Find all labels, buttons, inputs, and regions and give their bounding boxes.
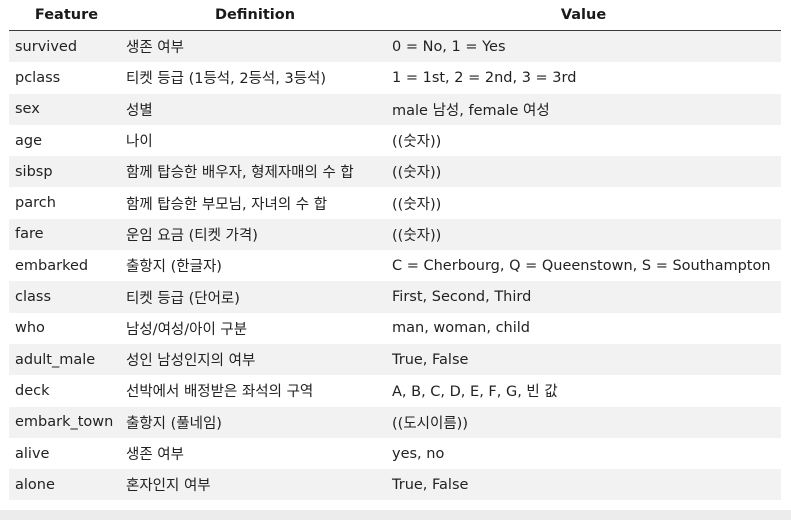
feature-cell: who [9, 312, 124, 344]
feature-cell: sibsp [9, 156, 124, 188]
definition-cell: 티켓 등급 (단어로) [124, 281, 386, 313]
value-cell: First, Second, Third [386, 281, 781, 313]
value-cell: ((숫자)) [386, 218, 781, 251]
feature-cell: embarked [9, 250, 124, 282]
definition-cell: 선박에서 배정받은 좌석의 구역 [124, 375, 386, 407]
definition-cell: 운임 요금 (티켓 가격) [124, 218, 386, 251]
value-cell: True, False [386, 343, 781, 376]
feature-cell: alone [9, 469, 124, 501]
value-cell: A, B, C, D, E, F, G, 빈 값 [386, 375, 781, 407]
feature-cell: survived [9, 30, 124, 63]
table-row: fare 운임 요금 (티켓 가격) ((숫자)) [9, 218, 781, 251]
table-header: Feature Definition Value [9, 0, 781, 31]
table-row: who 남성/여성/아이 구분 man, woman, child [9, 312, 781, 344]
definition-cell: 혼자인지 여부 [124, 469, 386, 501]
header-row: Feature Definition Value [9, 0, 781, 31]
feature-cell: adult_male [9, 343, 124, 376]
feature-cell: age [9, 124, 124, 157]
table-row: sibsp 함께 탑승한 배우자, 형제자매의 수 합 ((숫자)) [9, 156, 781, 188]
definition-cell: 성인 남성인지의 여부 [124, 343, 386, 376]
definition-cell: 함께 탑승한 부모님, 자녀의 수 합 [124, 187, 386, 219]
feature-cell: alive [9, 437, 124, 470]
value-cell: 0 = No, 1 = Yes [386, 30, 781, 63]
value-cell: True, False [386, 469, 781, 501]
table-row: deck 선박에서 배정받은 좌석의 구역 A, B, C, D, E, F, G,… [9, 375, 781, 407]
bottom-edge-strip [0, 510, 791, 520]
feature-cell: deck [9, 375, 124, 407]
table-row: parch 함께 탑승한 부모님, 자녀의 수 합 ((숫자)) [9, 187, 781, 219]
value-cell: man, woman, child [386, 312, 781, 344]
value-cell: male 남성, female 여성 [386, 93, 781, 125]
table-row: alone 혼자인지 여부 True, False [9, 469, 781, 501]
table-row: pclass 티켓 등급 (1등석, 2등석, 3등석) 1 = 1st, 2 = … [9, 62, 781, 94]
header-feature: Feature [9, 0, 124, 31]
feature-cell: class [9, 281, 124, 313]
feature-table: Feature Definition Value survived 생존 여부 0 … [9, 0, 781, 501]
feature-cell: sex [9, 93, 124, 125]
value-cell: 1 = 1st, 2 = 2nd, 3 = 3rd [386, 62, 781, 94]
definition-cell: 생존 여부 [124, 30, 386, 63]
definition-cell: 함께 탑승한 배우자, 형제자매의 수 합 [124, 156, 386, 188]
table-row: class 티켓 등급 (단어로) First, Second, Third [9, 281, 781, 313]
definition-cell: 티켓 등급 (1등석, 2등석, 3등석) [124, 62, 386, 94]
feature-cell: fare [9, 218, 124, 251]
definition-cell: 출항지 (풀네임) [124, 406, 386, 438]
table-body: survived 생존 여부 0 = No, 1 = Yes pclass 티켓 등급 … [9, 30, 781, 501]
table-row: survived 생존 여부 0 = No, 1 = Yes [9, 30, 781, 63]
definition-cell: 남성/여성/아이 구분 [124, 312, 386, 344]
definition-cell: 나이 [124, 124, 386, 157]
value-cell: C = Cherbourg, Q = Queenstown, S = South… [386, 250, 781, 282]
feature-cell: parch [9, 187, 124, 219]
definition-cell: 성별 [124, 93, 386, 125]
value-cell: ((숫자)) [386, 124, 781, 157]
definition-cell: 출항지 (한글자) [124, 250, 386, 282]
table-row: age 나이 ((숫자)) [9, 124, 781, 157]
header-definition: Definition [124, 0, 386, 31]
feature-cell: embark_town [9, 406, 124, 438]
table-row: adult_male 성인 남성인지의 여부 True, False [9, 343, 781, 376]
value-cell: yes, no [386, 437, 781, 470]
table-row: embarked 출항지 (한글자) C = Cherbourg, Q = Quee… [9, 250, 781, 282]
feature-cell: pclass [9, 62, 124, 94]
table-row: alive 생존 여부 yes, no [9, 437, 781, 470]
definition-cell: 생존 여부 [124, 437, 386, 470]
header-value: Value [386, 0, 781, 31]
table-row: embark_town 출항지 (풀네임) ((도시이름)) [9, 406, 781, 438]
table-row: sex 성별 male 남성, female 여성 [9, 93, 781, 125]
value-cell: ((숫자)) [386, 156, 781, 188]
value-cell: ((도시이름)) [386, 406, 781, 438]
value-cell: ((숫자)) [386, 187, 781, 219]
